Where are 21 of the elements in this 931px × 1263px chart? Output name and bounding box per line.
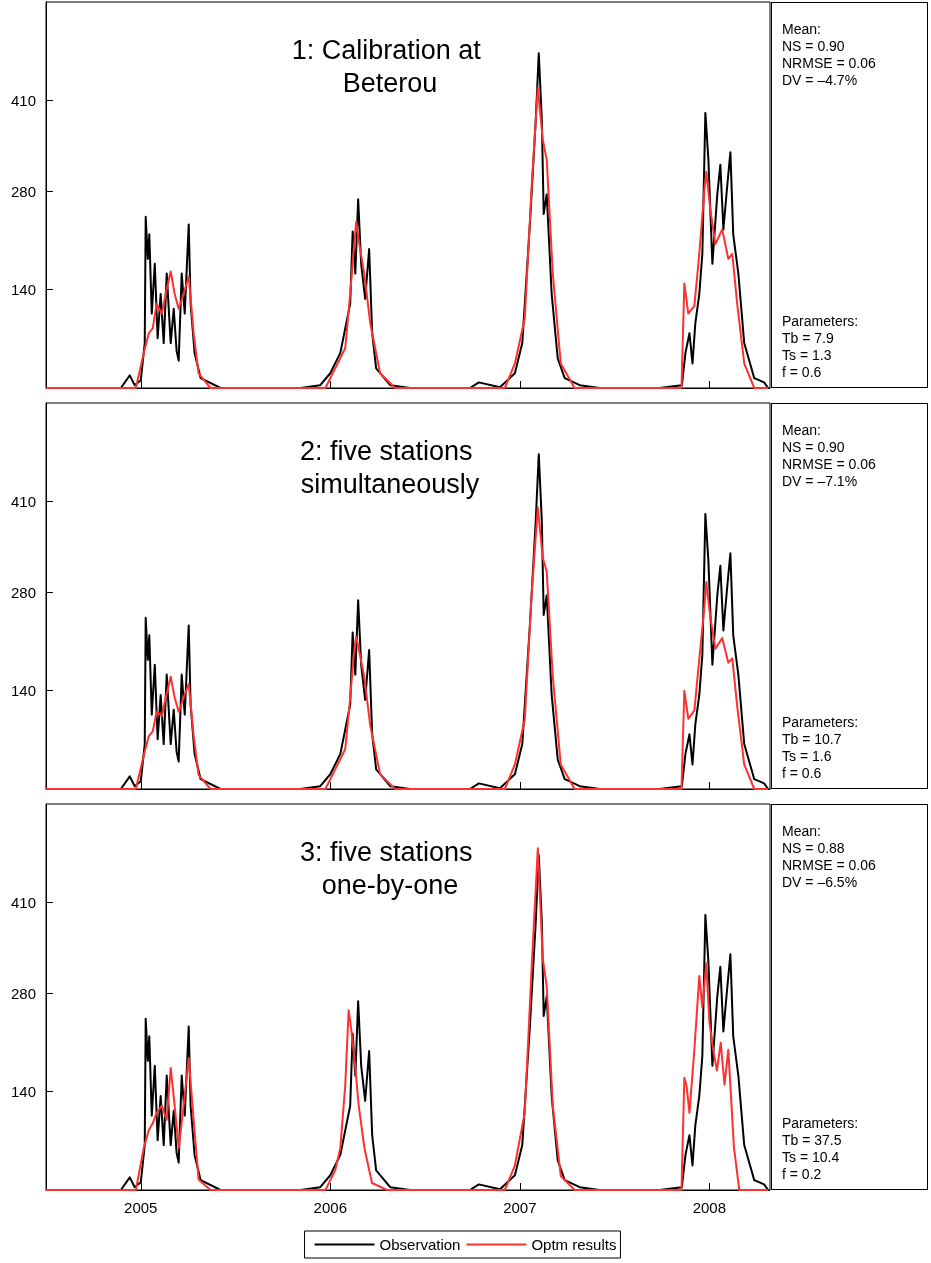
info-box: Mean: NS = 0.88 NRMSE = 0.06 DV = –6.5% Parameters: Tb = 37.5 Ts = 10.4 f = 0.2 — [771, 804, 928, 1190]
text: 2: five stations simultaneously — [299, 435, 481, 499]
y-tick-label: 410 — [10, 91, 36, 109]
x-tick-label: 2007 — [503, 1199, 537, 1216]
info-box: Mean: NS = 0.90 NRMSE = 0.06 DV = –4.7% Parameters: Tb = 7.9 Ts = 1.3 f = 0.6 — [771, 2, 928, 388]
legend-label: Optm results — [531, 1236, 617, 1253]
y-tick-label: 140 — [10, 682, 36, 700]
y-tick-label: 280 — [10, 583, 36, 601]
text: 1: Calibration at Beterou — [291, 34, 489, 98]
y-tick-label: 280 — [10, 182, 36, 200]
x-tick-label: 2006 — [313, 1199, 347, 1216]
x-tick-label: 2008 — [692, 1199, 727, 1216]
y-tick-label: 410 — [10, 893, 36, 911]
y-tick-label: 140 — [10, 281, 36, 299]
y-tick-label: 280 — [10, 984, 36, 1002]
legend-label: Observation — [379, 1236, 461, 1253]
text: 3: five stations one-by-one — [299, 836, 481, 900]
y-tick-label: 410 — [10, 492, 36, 510]
x-tick-label: 2005 — [124, 1199, 158, 1216]
info-box: Mean: NS = 0.90 NRMSE = 0.06 DV = –7.1% Parameters: Tb = 10.7 Ts = 1.6 f = 0.6 — [771, 403, 928, 789]
y-tick-label: 140 — [10, 1083, 36, 1101]
